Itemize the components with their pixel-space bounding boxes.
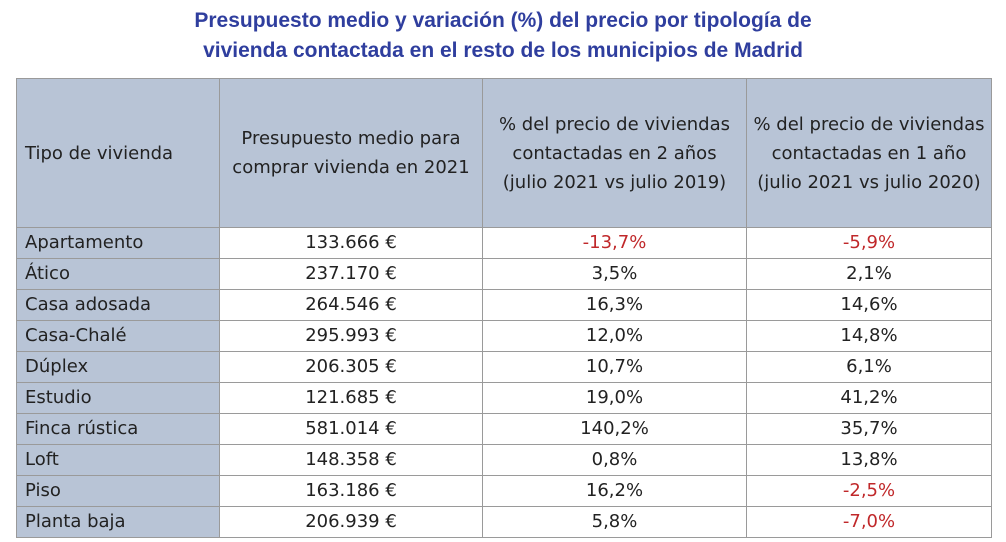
cell-tipo: Casa-Chalé <box>16 320 220 352</box>
cell-variacion-2-anos: 0,8% <box>482 444 747 476</box>
cell-presupuesto: 148.358 € <box>219 444 483 476</box>
cell-tipo: Apartamento <box>16 227 220 259</box>
cell-variacion-1-ano: -7,0% <box>746 506 992 538</box>
table-row: Piso 163.186 €16,2% -2,5% <box>16 475 992 507</box>
cell-variacion-1-ano: 13,8% <box>746 444 992 476</box>
cell-variacion-2-anos: 3,5% <box>482 258 747 290</box>
cell-variacion-2-anos: -13,7% <box>482 227 747 259</box>
cell-presupuesto: 206.305 € <box>219 351 483 383</box>
cell-variacion-1-ano: -5,9% <box>746 227 992 259</box>
cell-variacion-2-anos: 16,3% <box>482 289 747 321</box>
cell-variacion-1-ano: 2,1% <box>746 258 992 290</box>
chart-title-line-2: vivienda contactada en el resto de los m… <box>203 39 803 62</box>
table-row: Ático 237.170 €3,5% 2,1% <box>16 258 992 290</box>
cell-variacion-1-ano: 35,7% <box>746 413 992 445</box>
cell-presupuesto: 121.685 € <box>219 382 483 414</box>
cell-tipo: Ático <box>16 258 220 290</box>
cell-variacion-2-anos: 19,0% <box>482 382 747 414</box>
cell-variacion-2-anos: 16,2% <box>482 475 747 507</box>
cell-tipo: Loft <box>16 444 220 476</box>
cell-variacion-2-anos: 5,8% <box>482 506 747 538</box>
cell-presupuesto: 133.666 € <box>219 227 483 259</box>
header-row: Tipo de vivienda Presupuesto medio para … <box>16 78 992 228</box>
chart-title: Presupuesto medio y variación (%) del pr… <box>0 6 1006 66</box>
header-variacion-2-anos: % del precio de viviendas contactadas en… <box>482 78 747 228</box>
cell-variacion-2-anos: 10,7% <box>482 351 747 383</box>
table-row: Estudio 121.685 €19,0% 41,2% <box>16 382 992 414</box>
table-row: Casa adosada 264.546 €16,3% 14,6% <box>16 289 992 321</box>
table-row: Apartamento 133.666 € -13,7% -5,9% <box>16 227 992 259</box>
table-body: Apartamento 133.666 € -13,7% -5,9% Ático 237.… <box>16 227 992 538</box>
cell-variacion-1-ano: 14,8% <box>746 320 992 352</box>
table-row: Dúplex 206.305 €10,7% 6,1% <box>16 351 992 383</box>
table-row: Planta baja 206.939 €5,8% -7,0% <box>16 506 992 538</box>
header-presupuesto: Presupuesto medio para comprar vivienda … <box>219 78 483 228</box>
cell-variacion-1-ano: 6,1% <box>746 351 992 383</box>
table-row: Finca rústica 581.014 €140,2% 35,7% <box>16 413 992 445</box>
cell-presupuesto: 264.546 € <box>219 289 483 321</box>
cell-variacion-1-ano: 14,6% <box>746 289 992 321</box>
cell-tipo: Estudio <box>16 382 220 414</box>
cell-variacion-2-anos: 140,2% <box>482 413 747 445</box>
cell-presupuesto: 206.939 € <box>219 506 483 538</box>
cell-presupuesto: 295.993 € <box>219 320 483 352</box>
header-variacion-1-ano: % del precio de viviendas contactadas en… <box>746 78 992 228</box>
table-row: Loft 148.358 €0,8% 13,8% <box>16 444 992 476</box>
chart-title-line-1: Presupuesto medio y variación (%) del pr… <box>194 9 812 32</box>
cell-tipo: Planta baja <box>16 506 220 538</box>
cell-variacion-1-ano: 41,2% <box>746 382 992 414</box>
cell-presupuesto: 581.014 € <box>219 413 483 445</box>
cell-tipo: Dúplex <box>16 351 220 383</box>
data-table: Tipo de vivienda Presupuesto medio para … <box>16 78 992 538</box>
cell-tipo: Piso <box>16 475 220 507</box>
cell-variacion-1-ano: -2,5% <box>746 475 992 507</box>
cell-presupuesto: 237.170 € <box>219 258 483 290</box>
cell-tipo: Casa adosada <box>16 289 220 321</box>
header-tipo: Tipo de vivienda <box>16 78 220 228</box>
table-row: Casa-Chalé 295.993 €12,0% 14,8% <box>16 320 992 352</box>
cell-tipo: Finca rústica <box>16 413 220 445</box>
cell-presupuesto: 163.186 € <box>219 475 483 507</box>
cell-variacion-2-anos: 12,0% <box>482 320 747 352</box>
